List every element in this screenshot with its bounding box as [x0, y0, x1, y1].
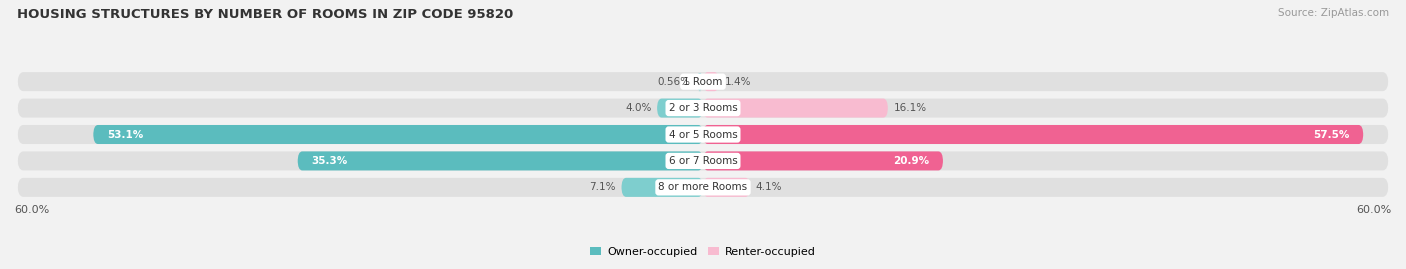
Text: 2 or 3 Rooms: 2 or 3 Rooms — [669, 103, 737, 113]
Text: Source: ZipAtlas.com: Source: ZipAtlas.com — [1278, 8, 1389, 18]
Text: 4 or 5 Rooms: 4 or 5 Rooms — [669, 129, 737, 140]
Text: 1 Room: 1 Room — [683, 77, 723, 87]
FancyBboxPatch shape — [17, 72, 1389, 91]
FancyBboxPatch shape — [703, 72, 718, 91]
FancyBboxPatch shape — [93, 125, 703, 144]
FancyBboxPatch shape — [17, 151, 1389, 171]
Text: 60.0%: 60.0% — [1357, 205, 1392, 215]
FancyBboxPatch shape — [17, 178, 1389, 197]
Text: 57.5%: 57.5% — [1313, 129, 1350, 140]
FancyBboxPatch shape — [621, 178, 703, 197]
FancyBboxPatch shape — [298, 151, 703, 171]
FancyBboxPatch shape — [703, 151, 943, 171]
Text: 0.56%: 0.56% — [658, 77, 690, 87]
FancyBboxPatch shape — [703, 178, 749, 197]
FancyBboxPatch shape — [696, 72, 703, 91]
FancyBboxPatch shape — [703, 125, 1364, 144]
Text: 6 or 7 Rooms: 6 or 7 Rooms — [669, 156, 737, 166]
Text: HOUSING STRUCTURES BY NUMBER OF ROOMS IN ZIP CODE 95820: HOUSING STRUCTURES BY NUMBER OF ROOMS IN… — [17, 8, 513, 21]
Text: 4.1%: 4.1% — [756, 182, 782, 192]
Text: 4.0%: 4.0% — [624, 103, 651, 113]
FancyBboxPatch shape — [17, 125, 1389, 144]
Text: 1.4%: 1.4% — [725, 77, 751, 87]
Text: 8 or more Rooms: 8 or more Rooms — [658, 182, 748, 192]
Legend: Owner-occupied, Renter-occupied: Owner-occupied, Renter-occupied — [586, 243, 820, 261]
FancyBboxPatch shape — [703, 98, 887, 118]
Text: 16.1%: 16.1% — [894, 103, 927, 113]
FancyBboxPatch shape — [17, 98, 1389, 118]
Text: 60.0%: 60.0% — [14, 205, 49, 215]
FancyBboxPatch shape — [657, 98, 703, 118]
Text: 35.3%: 35.3% — [312, 156, 347, 166]
Text: 20.9%: 20.9% — [893, 156, 929, 166]
Text: 53.1%: 53.1% — [107, 129, 143, 140]
Text: 7.1%: 7.1% — [589, 182, 616, 192]
